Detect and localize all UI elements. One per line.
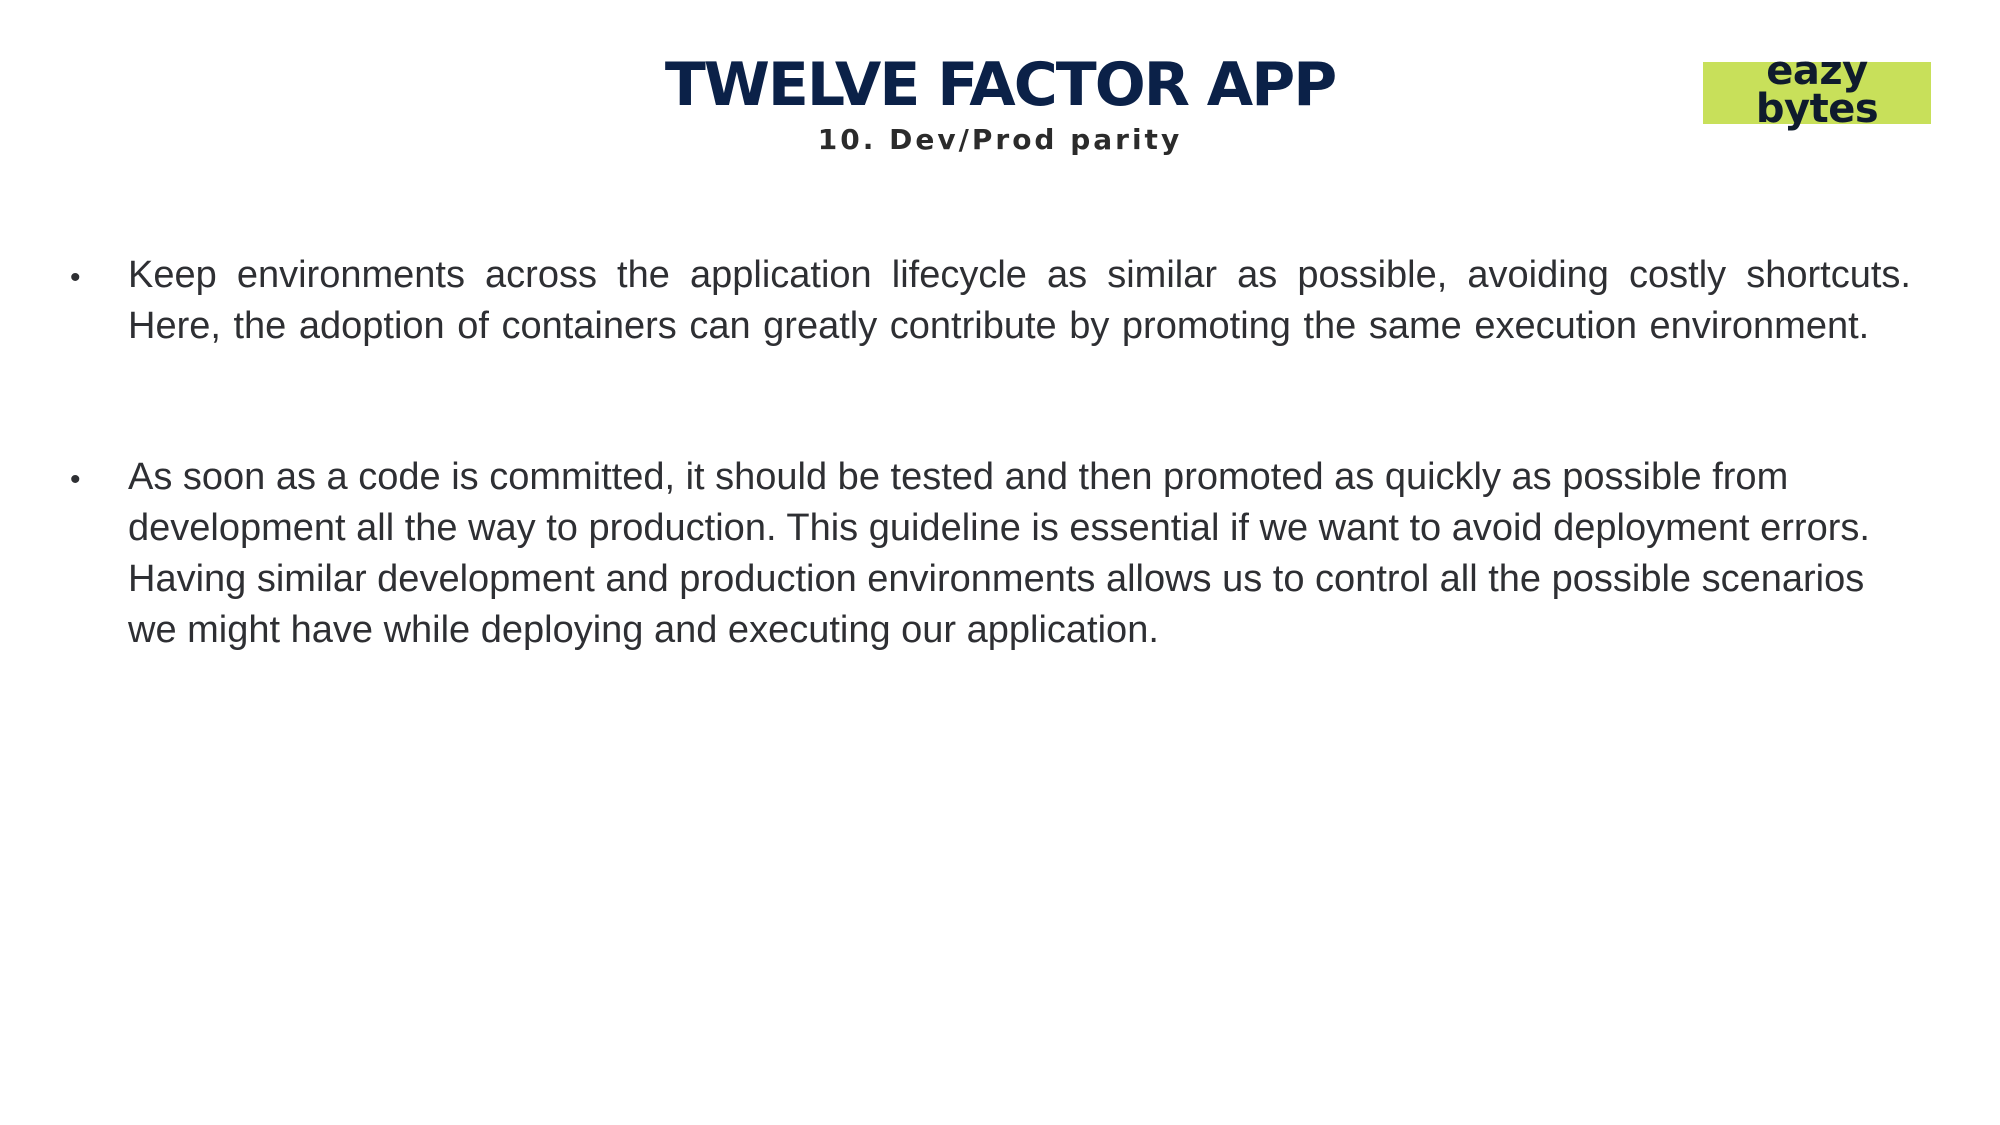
bullet-marker: • <box>70 463 81 496</box>
brand-logo: eazy bytes <box>1703 48 1931 132</box>
page-title: TWELVE FACTOR APP <box>664 50 1337 120</box>
brand-logo-line-2: bytes <box>1755 86 1879 132</box>
bullet-marker: • <box>70 261 81 294</box>
brand-logo-line-1: eazy <box>1766 48 1868 94</box>
page-subtitle: 10. Dev/Prod parity <box>817 123 1183 156</box>
bullet-item-environments: Keep environments across the application… <box>128 254 1911 347</box>
brand-logo-background <box>1703 62 1931 124</box>
bullet-item-continuous-promotion: As soon as a code is committed, it shoul… <box>128 456 1870 651</box>
